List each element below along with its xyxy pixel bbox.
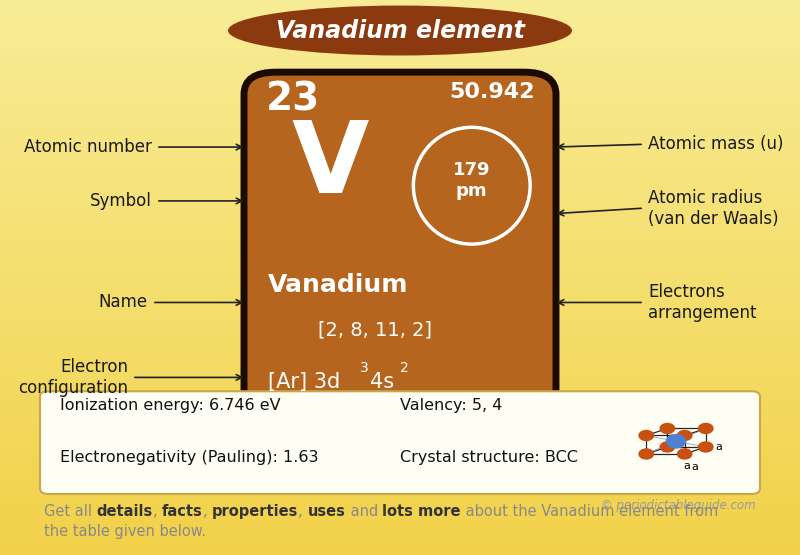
Text: and: and xyxy=(346,504,382,519)
Text: Get all: Get all xyxy=(44,504,97,519)
FancyBboxPatch shape xyxy=(40,391,760,494)
Text: Vanadium: Vanadium xyxy=(268,274,409,297)
FancyBboxPatch shape xyxy=(244,72,556,416)
Text: lots more: lots more xyxy=(382,504,461,519)
Circle shape xyxy=(678,431,692,441)
Text: ,: , xyxy=(203,504,212,519)
Text: ,: , xyxy=(153,504,162,519)
Text: Electron
configuration: Electron configuration xyxy=(18,358,128,397)
Text: 179
pm: 179 pm xyxy=(453,161,490,200)
Text: facts: facts xyxy=(162,504,203,519)
Text: 2: 2 xyxy=(400,361,409,375)
Text: Vanadium element: Vanadium element xyxy=(275,18,525,43)
Text: Symbol: Symbol xyxy=(90,192,152,210)
Text: Electronegativity (Pauling): 1.63: Electronegativity (Pauling): 1.63 xyxy=(60,450,318,466)
Text: Atomic number: Atomic number xyxy=(24,138,152,156)
Text: [Ar] 3d: [Ar] 3d xyxy=(268,372,340,392)
Text: © periodictableguide.com: © periodictableguide.com xyxy=(602,500,756,512)
Text: Atomic radius
(van der Waals): Atomic radius (van der Waals) xyxy=(648,189,778,228)
Ellipse shape xyxy=(228,6,572,56)
Text: V: V xyxy=(292,117,370,214)
Text: [2, 8, 11, 2]: [2, 8, 11, 2] xyxy=(318,321,432,340)
Text: 23: 23 xyxy=(266,80,320,118)
Circle shape xyxy=(698,442,713,452)
Circle shape xyxy=(639,449,654,459)
Text: 4s: 4s xyxy=(370,372,394,392)
Text: a: a xyxy=(692,462,698,472)
Circle shape xyxy=(639,431,654,441)
Circle shape xyxy=(666,435,686,448)
Text: about the Vanadium element from: about the Vanadium element from xyxy=(461,504,718,519)
Text: Electrons
arrangement: Electrons arrangement xyxy=(648,283,757,322)
Text: Atomic mass (u): Atomic mass (u) xyxy=(648,135,783,153)
Text: the table given below.: the table given below. xyxy=(44,524,206,539)
Text: a: a xyxy=(715,442,722,452)
Circle shape xyxy=(678,449,692,459)
Circle shape xyxy=(660,423,674,433)
Text: Crystal structure: BCC: Crystal structure: BCC xyxy=(400,450,578,466)
Text: 3: 3 xyxy=(360,361,369,375)
Text: a: a xyxy=(683,461,690,471)
Text: uses: uses xyxy=(308,504,346,519)
Text: Name: Name xyxy=(99,294,148,311)
Text: 50.942: 50.942 xyxy=(449,82,534,102)
Text: details: details xyxy=(97,504,153,519)
Text: ,: , xyxy=(298,504,308,519)
Text: Valency: 5, 4: Valency: 5, 4 xyxy=(400,397,502,413)
Text: properties: properties xyxy=(212,504,298,519)
Circle shape xyxy=(698,423,713,433)
Text: Ionization energy: 6.746 eV: Ionization energy: 6.746 eV xyxy=(60,397,281,413)
Circle shape xyxy=(660,442,674,452)
